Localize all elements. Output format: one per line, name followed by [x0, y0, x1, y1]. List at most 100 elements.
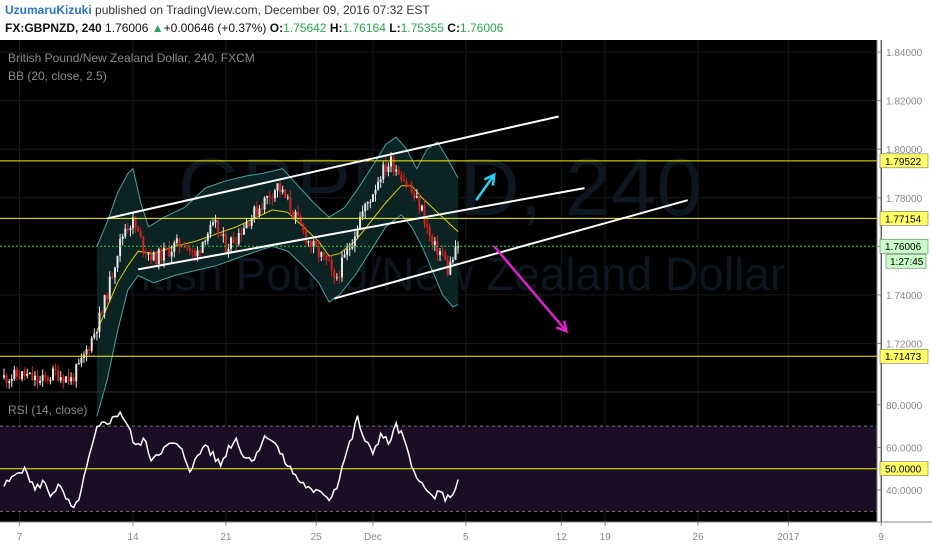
forecast-arrows[interactable] — [475, 172, 569, 334]
candle-body — [217, 220, 220, 234]
rsi-title: RSI (14, close) — [8, 403, 87, 417]
candle-body — [271, 198, 274, 200]
candle-body — [361, 211, 364, 217]
candle-body — [214, 220, 217, 223]
publish-info: published on TradingView.com, December 0… — [95, 3, 430, 17]
candle-body — [193, 251, 196, 257]
chart-canvas[interactable]: GBPNZD, 240 British Pound/New Zealand Do… — [0, 40, 932, 550]
candle-body — [67, 376, 70, 382]
candle-body — [108, 276, 111, 300]
candle-body — [410, 186, 413, 193]
symbol-line: FX:GBPNZD, 240 1.76006 ▲+0.00646 (+0.37%… — [5, 21, 503, 35]
arrow-down-icon[interactable] — [555, 320, 569, 334]
price-tick-label: 1.82000 — [886, 97, 923, 108]
candle-body — [196, 250, 199, 257]
candle-body — [175, 238, 178, 243]
trend-channels[interactable] — [106, 115, 688, 300]
candle-body — [248, 222, 251, 227]
candle-body — [371, 194, 374, 202]
candle-body — [13, 369, 16, 379]
author-link[interactable]: UzumaruKizuki — [5, 3, 92, 17]
time-tick-label: 25 — [311, 532, 323, 543]
candle-body — [46, 377, 49, 381]
candle-body — [119, 238, 122, 257]
candle-body — [178, 238, 181, 247]
candle-body — [147, 253, 150, 255]
candle-body — [433, 241, 436, 246]
candle-body — [201, 241, 204, 253]
price-tick-label: 1.80000 — [886, 145, 923, 156]
candle-body — [405, 181, 408, 186]
candle-body — [21, 371, 24, 380]
candle-body — [273, 190, 276, 199]
level-price-tag[interactable] — [879, 211, 929, 226]
candle-body — [366, 202, 369, 204]
candle-body — [211, 222, 214, 225]
arrow-down-shaft[interactable] — [493, 245, 568, 333]
candle-body — [41, 375, 44, 381]
candle-body — [387, 166, 390, 172]
candle-body — [289, 197, 292, 211]
candle-body — [268, 195, 271, 199]
candle-body — [111, 276, 114, 278]
candle-body — [132, 217, 134, 229]
rsi-indicator — [0, 410, 877, 512]
candle-body — [263, 197, 266, 210]
last-price-tag[interactable] — [879, 238, 929, 254]
candle-body — [139, 231, 142, 237]
candle-body — [317, 246, 320, 257]
level-price-tag[interactable] — [879, 348, 929, 364]
time-axis[interactable]: 7 14 21 25 Dec 5 12 19 26 2017 9 — [17, 522, 885, 543]
high-label: H: — [329, 21, 343, 35]
trend-line[interactable] — [333, 199, 688, 300]
chart-title: British Pound/New Zealand Dollar, 240, F… — [8, 51, 255, 65]
candle-body — [397, 169, 400, 175]
candle-body — [242, 228, 245, 235]
arrow-up-icon[interactable] — [483, 172, 496, 186]
candle-body — [8, 381, 11, 383]
candle-body — [144, 251, 147, 254]
candle-body — [444, 252, 447, 260]
candle-body — [10, 378, 13, 382]
time-tick-label: 2017 — [777, 532, 800, 543]
candle-body — [26, 373, 29, 376]
candle-body — [36, 375, 39, 383]
chart-header: UzumaruKizuki published on TradingView.c… — [0, 0, 932, 40]
high-value: 1.76164 — [342, 21, 386, 35]
candle-body — [255, 206, 258, 216]
candle-body — [322, 252, 325, 256]
candle-body — [157, 249, 160, 264]
price-axis[interactable]: 1.840001.820001.800001.780001.760001.740… — [877, 48, 929, 497]
trend-line[interactable] — [106, 115, 559, 220]
candle-body — [186, 247, 189, 249]
candle-body — [390, 156, 392, 167]
candle-body — [364, 203, 367, 212]
candle-body — [382, 164, 385, 180]
candle-body — [431, 235, 434, 246]
candle-body — [284, 189, 287, 198]
arrow-up-shaft[interactable] — [475, 174, 496, 201]
close-value: 1.76006 — [459, 21, 504, 35]
candle-body — [209, 224, 212, 234]
candle-body — [155, 252, 158, 264]
candle-body — [59, 377, 62, 381]
candle-body — [418, 195, 421, 211]
candle-body — [235, 243, 238, 245]
trend-line[interactable] — [137, 187, 585, 271]
close-label: C: — [447, 21, 460, 35]
candle-body — [54, 368, 57, 370]
candle-body — [57, 369, 60, 381]
symbol-label: FX:GBPNZD, 240 — [5, 21, 102, 35]
price-tick-label: 1.78000 — [886, 194, 923, 205]
level-price-label: 1.79522 — [885, 157, 922, 168]
level-price-tag[interactable] — [879, 153, 929, 169]
candle-body — [245, 222, 248, 229]
time-tick-label: 21 — [220, 532, 232, 543]
candle-body — [23, 371, 26, 376]
candle-body — [286, 197, 289, 199]
candle-body — [415, 195, 418, 198]
candle-body — [297, 211, 300, 216]
indicator-title: BB (20, close, 2.5) — [8, 69, 107, 83]
candle-body — [28, 372, 31, 374]
candle-body — [49, 379, 52, 381]
